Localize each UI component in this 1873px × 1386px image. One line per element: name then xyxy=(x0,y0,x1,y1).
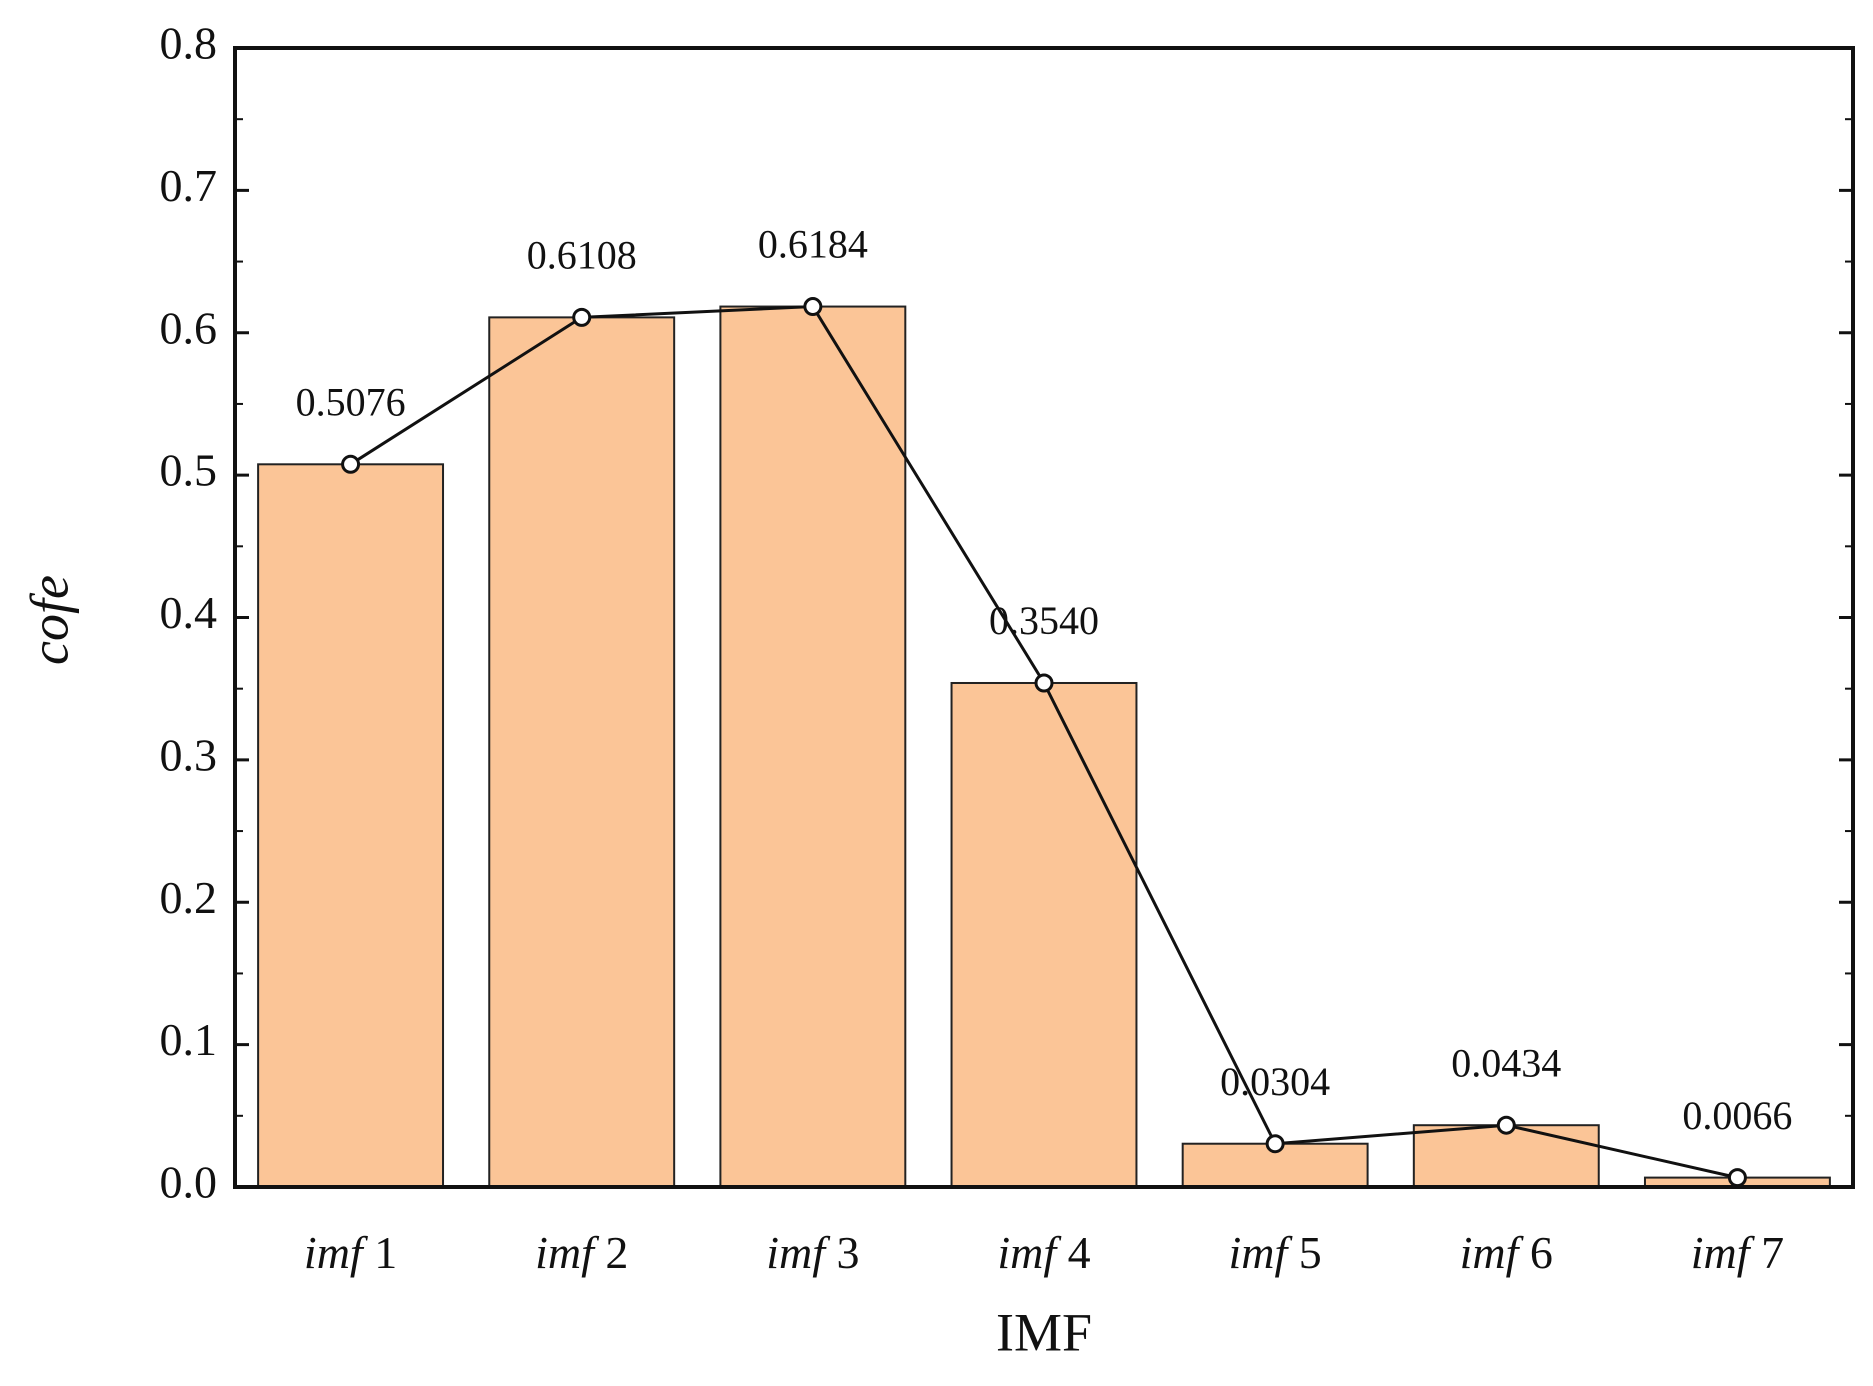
x-tick-label: imf 4 xyxy=(997,1227,1090,1278)
y-tick-label: 0.3 xyxy=(160,729,218,780)
value-label: 0.6184 xyxy=(758,222,868,267)
y-tick-label: 0.8 xyxy=(160,18,218,69)
x-axis-title: IMF xyxy=(996,1302,1092,1362)
value-label: 0.0434 xyxy=(1451,1040,1561,1085)
bar xyxy=(488,316,676,1189)
line-marker xyxy=(1496,1115,1516,1135)
bar xyxy=(257,463,445,1188)
plot-frame xyxy=(233,46,1855,1189)
x-tick-label: imf 6 xyxy=(1460,1227,1553,1278)
value-label: 0.6108 xyxy=(527,233,637,278)
line-marker xyxy=(1265,1134,1285,1154)
value-label: 0.5076 xyxy=(296,379,406,424)
value-label: 0.0304 xyxy=(1220,1059,1330,1104)
line-marker xyxy=(1034,673,1054,693)
y-tick-label: 0.4 xyxy=(160,587,218,638)
y-tick-label: 0.1 xyxy=(160,1014,218,1065)
x-tick-label: imf 7 xyxy=(1691,1227,1784,1278)
line-marker xyxy=(341,454,361,474)
y-axis-title: cofe xyxy=(19,575,79,665)
line-marker xyxy=(572,307,592,327)
value-label: 0.3540 xyxy=(989,598,1099,643)
bar xyxy=(950,681,1138,1188)
x-tick-label: imf 2 xyxy=(535,1227,628,1278)
bar xyxy=(719,305,907,1189)
value-label: 0.0066 xyxy=(1682,1093,1792,1138)
line-marker xyxy=(803,297,823,317)
y-tick-label: 0.2 xyxy=(160,872,218,923)
y-tick-label: 0.7 xyxy=(160,160,218,211)
bar xyxy=(1412,1124,1600,1188)
x-tick-label: imf 3 xyxy=(766,1227,859,1278)
y-tick-label: 0.5 xyxy=(160,445,218,496)
x-tick-label: imf 5 xyxy=(1229,1227,1322,1278)
line-marker xyxy=(1727,1168,1747,1188)
y-tick-label: 0.0 xyxy=(160,1157,218,1208)
x-tick-label: imf 1 xyxy=(304,1227,397,1278)
y-tick-label: 0.6 xyxy=(160,302,218,353)
